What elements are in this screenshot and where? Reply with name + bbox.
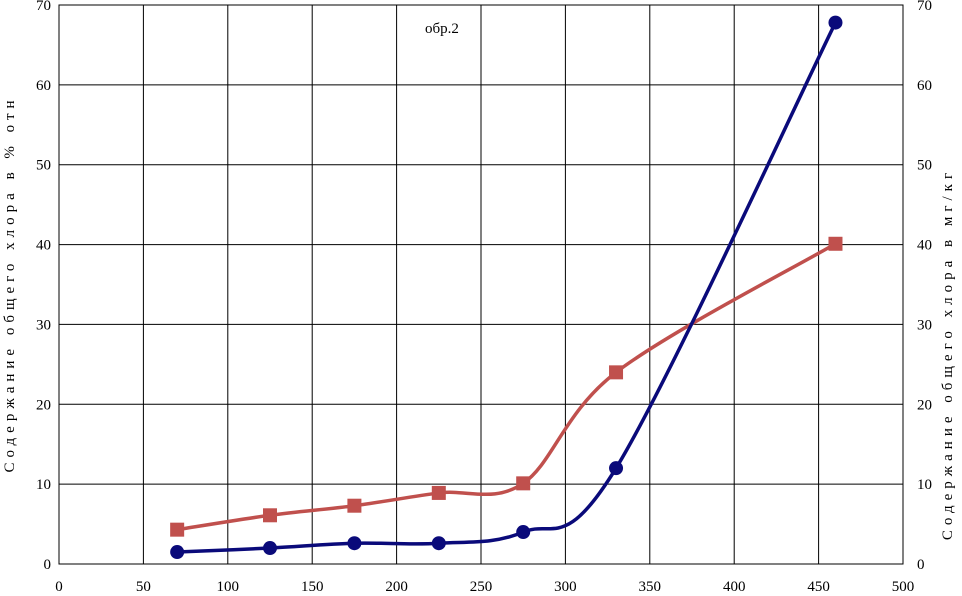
y-tick-label-7: 70 — [36, 0, 51, 14]
chart-annotation: обр.2 — [425, 21, 459, 37]
x-tick-label-2: 100 — [217, 579, 240, 595]
y2-tick-label-0: 0 — [917, 557, 925, 573]
y-axis-title: Содержание общего хлора в % отн — [2, 95, 18, 472]
x-axis-ticks: 0 50 100 150 200 250 300 350 400 450 500 — [55, 579, 914, 595]
x-tick-label-7: 350 — [639, 579, 662, 595]
y-axis-ticks: 0 10 20 30 40 50 60 70 — [36, 0, 51, 573]
y2-tick-label-7: 70 — [917, 0, 932, 14]
y2-tick-label-1: 10 — [917, 477, 932, 493]
series-1-point-5 — [609, 365, 624, 380]
grid-lines — [58, 4, 904, 565]
plot-area-border — [58, 4, 904, 565]
series-group — [170, 15, 843, 560]
x-tick-label-5: 250 — [470, 579, 493, 595]
y2-tick-label-5: 50 — [917, 158, 932, 174]
series-1-point-3 — [431, 485, 446, 500]
y2-axis-ticks: 0 10 20 30 40 50 60 70 — [917, 0, 932, 573]
x-tick-label-10: 500 — [892, 579, 915, 595]
y2-tick-label-2: 20 — [917, 397, 932, 413]
series-0-point-0 — [170, 545, 185, 560]
y-tick-label-1: 10 — [36, 477, 51, 493]
y-tick-label-4: 40 — [36, 238, 51, 254]
series-1-point-2 — [347, 498, 362, 513]
x-tick-label-0: 0 — [55, 579, 63, 595]
y2-tick-label-3: 30 — [917, 317, 932, 333]
y-tick-label-3: 30 — [36, 317, 51, 333]
x-tick-label-8: 400 — [723, 579, 746, 595]
x-tick-label-9: 450 — [807, 579, 830, 595]
y-tick-label-5: 50 — [36, 158, 51, 174]
x-tick-label-1: 50 — [136, 579, 151, 595]
series-0-point-4 — [516, 525, 531, 540]
y2-axis-title: Содержание общего хлора в мг/кг — [940, 168, 956, 540]
x-tick-label-6: 300 — [554, 579, 577, 595]
y2-tick-label-6: 60 — [917, 78, 932, 94]
y-tick-label-2: 20 — [36, 397, 51, 413]
x-tick-label-4: 200 — [385, 579, 408, 595]
y-tick-label-6: 60 — [36, 78, 51, 94]
series-0-point-1 — [263, 541, 277, 556]
y2-tick-label-4: 40 — [917, 238, 932, 254]
series-0-point-3 — [431, 536, 446, 551]
series-0-point-5 — [609, 461, 624, 476]
series-1-point-1 — [263, 508, 277, 523]
y-tick-label-0: 0 — [44, 557, 52, 573]
series-0-point-6 — [828, 15, 843, 30]
series-1-point-6 — [828, 236, 843, 251]
series-line-1 — [175, 242, 838, 532]
x-tick-label-3: 150 — [301, 579, 324, 595]
series-0-point-2 — [347, 536, 362, 551]
series-1-point-0 — [170, 522, 185, 537]
series-1-point-4 — [516, 476, 531, 491]
series-line-0 — [175, 20, 838, 554]
